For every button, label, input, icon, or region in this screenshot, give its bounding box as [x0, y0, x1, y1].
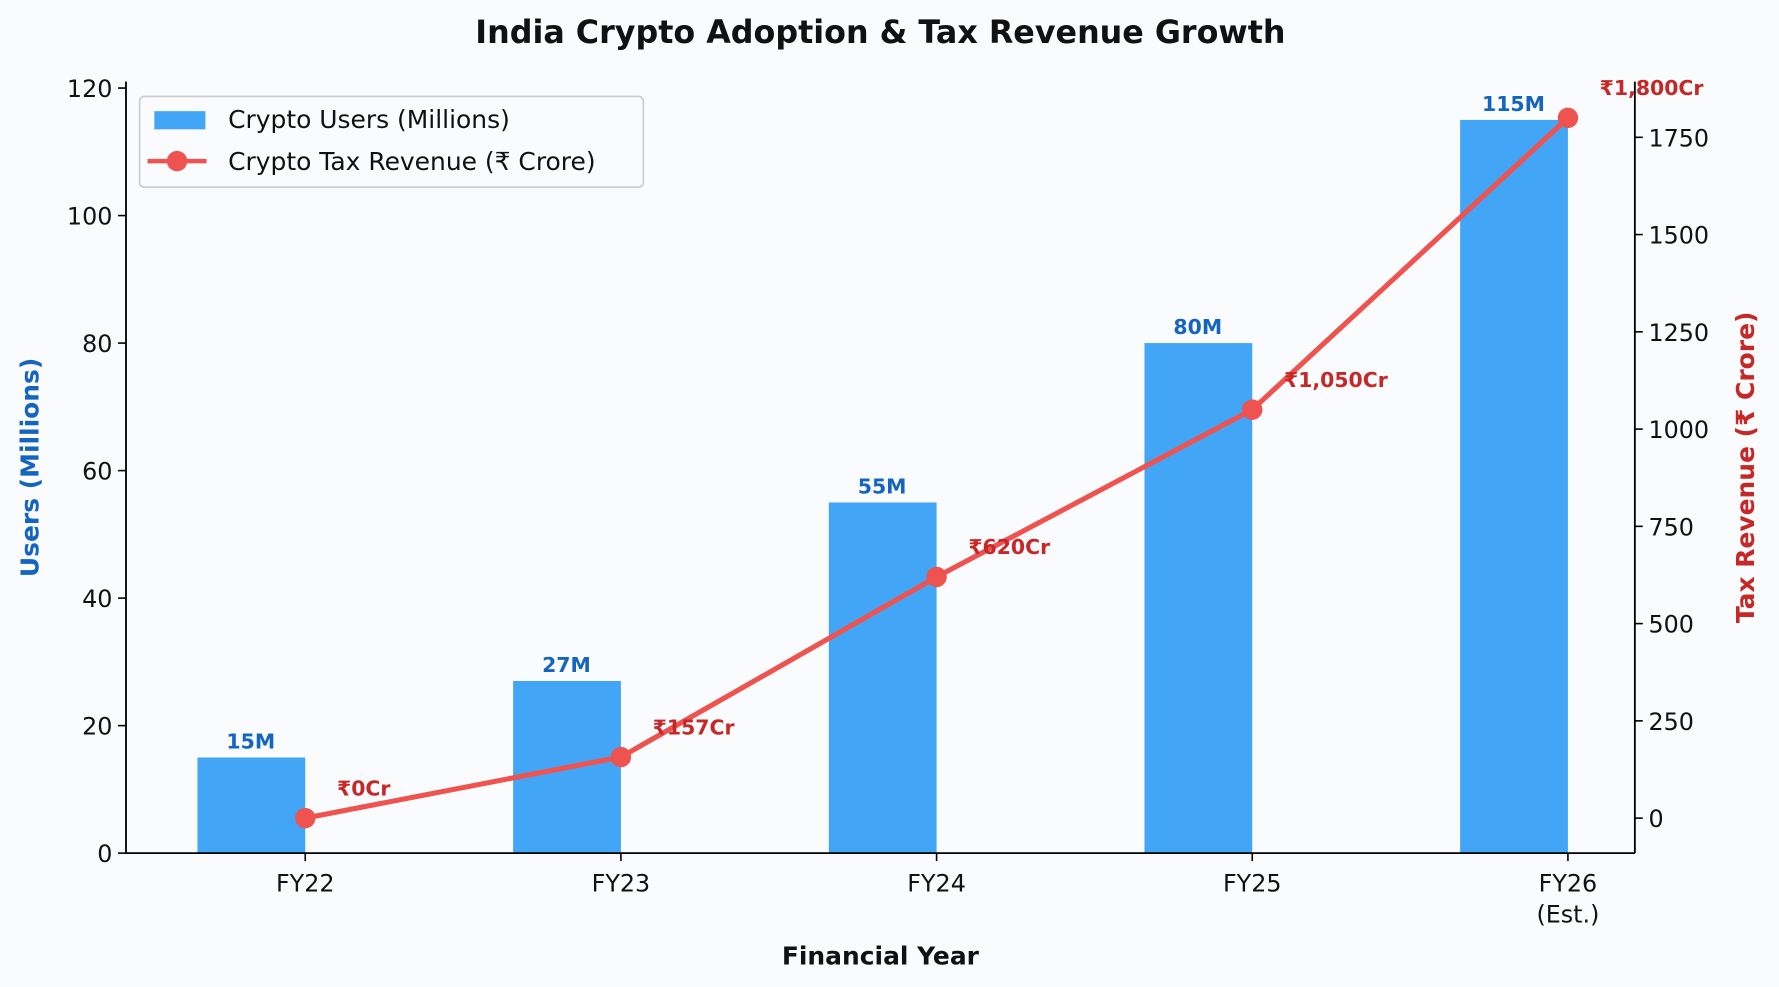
tax-value-label: ₹0Cr [337, 776, 390, 800]
y2-axis-label: Tax Revenue (₹ Crore) [1731, 312, 1760, 624]
x-tick-label: FY26 [1539, 870, 1598, 898]
y-tick-label: 60 [82, 458, 112, 486]
y-axis-label: Users (Millions) [16, 358, 45, 577]
y2-tick-label: 0 [1648, 805, 1663, 833]
bar-value-label: 80M [1173, 315, 1222, 339]
tax-revenue-point [1242, 399, 1263, 420]
tax-value-label: ₹620Cr [968, 535, 1050, 559]
x-tick-label: FY24 [907, 870, 966, 898]
y2-tick-label: 750 [1648, 513, 1693, 541]
tax-value-label: ₹1,800Cr [1600, 76, 1704, 100]
bar-value-label: 115M [1482, 92, 1545, 116]
bar [1144, 343, 1253, 854]
x-tick-label: (Est.) [1536, 900, 1599, 928]
x-tick-label: FY25 [1223, 870, 1282, 898]
tax-revenue-point [610, 746, 632, 768]
legend-label-users: Crypto Users (Millions) [228, 105, 510, 134]
bar [828, 502, 937, 854]
x-tick-label: FY22 [276, 870, 335, 898]
legend-label-tax: Crypto Tax Revenue (₹ Crore) [228, 147, 595, 176]
x-tick-label: FY23 [592, 870, 651, 898]
tax-revenue-point [1557, 107, 1579, 129]
y-tick-label: 0 [97, 840, 112, 868]
tax-value-label: ₹1,050Cr [1284, 368, 1388, 392]
legend: Crypto Users (Millions) Crypto Tax Reven… [138, 95, 645, 189]
legend-marker [166, 150, 188, 172]
y2-tick-label: 1500 [1648, 222, 1709, 250]
tax-revenue-point [295, 807, 316, 829]
tax-revenue-point [926, 566, 947, 588]
y-tick-label: 100 [67, 203, 112, 231]
y2-tick-label: 1000 [1648, 416, 1709, 444]
bar-value-label: 55M [858, 474, 907, 498]
bar [1460, 119, 1568, 854]
legend-bar-swatch [154, 111, 206, 130]
y-tick-label: 120 [67, 75, 112, 103]
y-tick-label: 20 [82, 713, 112, 741]
bar-value-label: 15M [226, 729, 275, 753]
y2-tick-label: 1750 [1648, 124, 1709, 152]
y-tick-label: 80 [82, 330, 112, 358]
y2-tick-label: 500 [1648, 611, 1693, 639]
y-tick-label: 40 [82, 585, 112, 613]
bar-value-label: 27M [542, 653, 591, 677]
y2-tick-label: 250 [1648, 708, 1693, 736]
x-axis-label: Financial Year [782, 941, 980, 970]
tax-value-label: ₹157Cr [653, 715, 735, 739]
bar [197, 757, 306, 854]
y2-tick-label: 1250 [1648, 319, 1709, 347]
chart-title: India Crypto Adoption & Tax Revenue Grow… [475, 15, 1285, 51]
plot-area: 15M 27M 55M 80M 115M 0 20 40 60 80 100 120 0 250 500 75… [67, 75, 1709, 928]
